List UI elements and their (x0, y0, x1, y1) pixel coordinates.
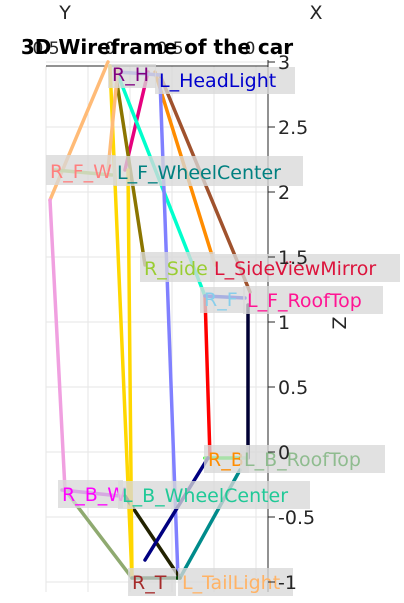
z-tick-label: 0.5 (278, 377, 308, 399)
point-label-text: L_F_WheelCenter (117, 162, 281, 184)
point-label-l-headlight: L_HeadLight (155, 67, 295, 94)
z-tick-label: -1 (278, 572, 297, 594)
point-label-text: R_B_W (62, 484, 126, 506)
point-label-l-taillight: L_TailLight (178, 568, 293, 596)
point-label-text: L_TailLight (182, 572, 280, 594)
point-label-text: R_B (208, 449, 244, 471)
z-tick-label: 2 (278, 182, 290, 204)
x-axis-letter: X (309, 2, 322, 24)
z-tick-label: -0.5 (278, 507, 315, 529)
point-label-r-headlight: R_H (108, 64, 156, 88)
z-tick-label: 1.5 (278, 247, 308, 269)
point-label-l-f-rooftop: L_F_RoofTop (243, 286, 383, 314)
point-label-text: L_HeadLight (159, 70, 276, 92)
axes (46, 60, 269, 592)
chart-title: 3D Wireframe of the car (21, 35, 293, 59)
point-label-l-b-wheelcenter: L_B_WheelCenter (118, 481, 310, 509)
point-label-l-sideviewmirror: L_SideViewMirror (210, 254, 400, 282)
y-tick-label: 0.5 (32, 39, 59, 59)
wire-edge-10 (203, 294, 212, 460)
x-tick-label: 0 (245, 39, 256, 59)
z-axis-label: Z (329, 316, 351, 329)
point-label-l-f-wheelcenter: L_F_WheelCenter (113, 156, 303, 186)
point-label-r-f-rooftop: R_F (200, 287, 245, 313)
z-tick-label: 3 (278, 52, 290, 74)
point-label-text: R_T (132, 572, 167, 594)
z-tick-label: 2.5 (278, 117, 308, 139)
point-label-r-f-wheelcenter: R_F_W (46, 155, 116, 185)
wire-edge-16 (123, 494, 182, 580)
x-tick-label: 0.5 (156, 39, 183, 59)
point-label-r-b-wheelcenter: R_B_W (58, 480, 126, 508)
z-tick-label: 0 (278, 442, 290, 464)
point-label-text: L_F_RoofTop (247, 290, 362, 312)
point-label-text: L_SideViewMirror (214, 258, 376, 280)
point-label-text: R_F (204, 289, 238, 311)
z-tick-label: 1 (278, 312, 290, 334)
y-tick-label: 0 (105, 39, 116, 59)
grid (45, 61, 268, 592)
point-label-text: R_H (112, 64, 149, 86)
y-axis-letter: Y (58, 2, 71, 24)
wire-edge-17 (126, 168, 134, 580)
point-label-text: R_F_W (50, 161, 112, 183)
point-label-text: R_Side (144, 258, 208, 280)
wire-edge-8 (48, 198, 67, 492)
point-label-r-sideviewmirror: R_Side (140, 252, 215, 282)
point-label-l-b-rooftop: L_B_RoofTop (240, 445, 385, 473)
point-label-text: L_B_RoofTop (244, 449, 361, 471)
tick-labels: 3 2.5 2 1.5 1 0.5 0 -0.5 -1 0.5 0 0.5 0 (32, 39, 315, 594)
point-label-text: L_B_WheelCenter (122, 485, 288, 507)
point-label-r-taillight: R_T (128, 568, 176, 596)
